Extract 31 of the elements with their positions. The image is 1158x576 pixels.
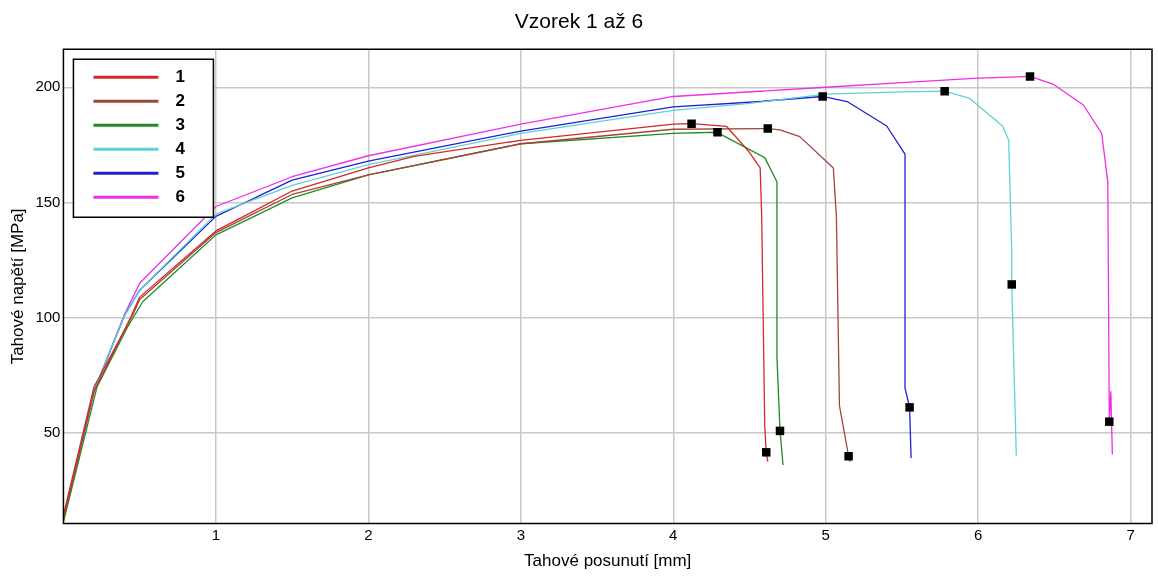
legend-label: 5 — [175, 162, 185, 182]
point — [713, 127, 722, 137]
point — [763, 124, 773, 133]
point — [687, 119, 696, 128]
x-tick-label: 2 — [364, 525, 373, 543]
y-axis-title: Tahové napětí [MPa] — [7, 208, 27, 365]
point — [844, 452, 853, 461]
x-tick-label: 5 — [821, 525, 830, 543]
point — [818, 92, 827, 101]
legend-label: 2 — [175, 90, 185, 110]
x-tick-label: 4 — [669, 525, 678, 543]
legend-label: 4 — [175, 138, 186, 158]
point — [905, 403, 914, 412]
point — [762, 448, 771, 457]
legend-label: 6 — [175, 186, 185, 206]
y-tick-label: 100 — [35, 308, 61, 326]
point — [1025, 72, 1035, 81]
y-tick-label: 150 — [35, 192, 61, 210]
x-tick-label: 7 — [1126, 525, 1135, 543]
x-tick-label: 3 — [516, 525, 525, 543]
x-tick-label: 6 — [974, 525, 983, 543]
x-axis-title: Tahové posunutí [mm] — [524, 551, 692, 571]
legend-label: 1 — [175, 66, 185, 86]
point — [1105, 417, 1114, 426]
x-tick-label: 1 — [211, 525, 221, 543]
point — [1007, 280, 1016, 289]
legend-label: 3 — [175, 114, 185, 134]
y-tick-label: 50 — [43, 423, 61, 441]
chart-title: Vzorek 1 až 6 — [514, 9, 644, 33]
point — [940, 86, 949, 96]
y-tick-label: 200 — [35, 77, 61, 95]
